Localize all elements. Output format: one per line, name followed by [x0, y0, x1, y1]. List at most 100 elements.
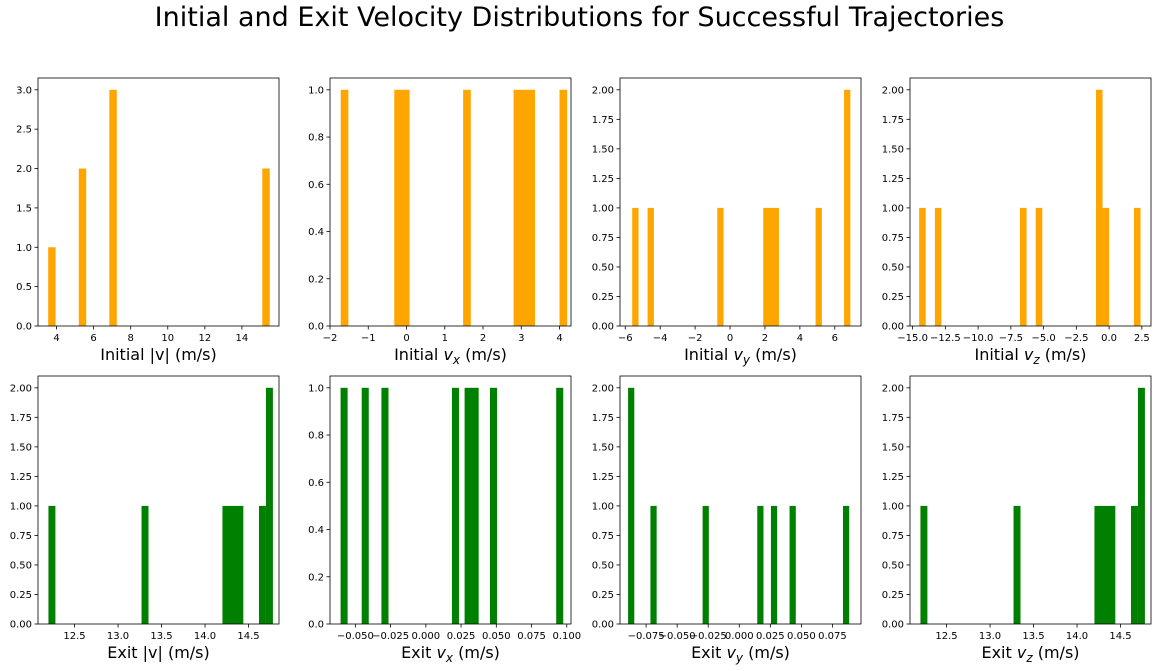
histogram-bar	[451, 387, 459, 624]
y-tick-label: 0.0	[16, 322, 32, 333]
histogram-bar	[262, 168, 270, 326]
y-tick-label: 1.00	[882, 501, 904, 512]
x-tick-label: 0.100	[552, 631, 581, 642]
y-tick-label: 1.5	[16, 203, 32, 214]
histogram-bar	[265, 387, 273, 624]
y-tick-label: 0.5	[16, 282, 32, 293]
x-tick-label: 13.0	[979, 631, 1001, 642]
histogram-bar	[770, 505, 778, 624]
x-tick-label: −1	[361, 333, 376, 344]
y-tick-label: 1.75	[882, 115, 904, 126]
y-tick-label: 0.50	[882, 560, 904, 571]
y-tick-label: 0.00	[10, 620, 32, 631]
x-tick-label: 14	[236, 333, 249, 344]
x-tick-label: 6	[90, 333, 96, 344]
histogram-bar	[78, 168, 87, 326]
y-tick-label: 1.75	[592, 115, 614, 126]
histogram-bar	[1094, 505, 1116, 624]
y-tick-label: 0.0	[308, 322, 324, 333]
x-tick-label: −7.5	[999, 333, 1023, 344]
y-tick-label: 1.25	[882, 472, 904, 483]
y-tick-label: 1.00	[592, 203, 614, 214]
y-tick-label: 1.25	[592, 174, 614, 185]
y-tick-label: 1.75	[882, 413, 904, 424]
y-tick-label: 0.00	[882, 322, 904, 333]
histogram-bar	[340, 89, 349, 326]
x-tick-label: 4	[556, 333, 562, 344]
x-tick-label: −2	[688, 333, 703, 344]
histogram-bar	[1133, 207, 1141, 326]
histogram-bar	[48, 247, 56, 326]
histogram-bar	[815, 207, 822, 326]
x-tick-label: −0.050	[659, 631, 696, 642]
y-tick-label: 0.8	[308, 431, 324, 442]
histogram-panel: −15.0 −12.5 −10.0 −7.5 −5.0 −2.5 0.0 2.5 0.00 0.2…	[882, 77, 1152, 367]
x-tick-label: 2	[762, 333, 768, 344]
y-tick-label: 0.2	[308, 274, 324, 285]
x-tick-label: 0.000	[725, 631, 754, 642]
y-tick-label: 0.75	[882, 233, 904, 244]
x-tick-label: 0	[403, 333, 409, 344]
histogram-bar	[222, 505, 244, 624]
axes-frame	[37, 375, 280, 625]
histogram-bar	[717, 207, 724, 326]
axes-frame	[619, 375, 862, 625]
histogram-bar	[763, 207, 779, 326]
axes-frame	[619, 77, 862, 327]
y-tick-label: 0.75	[592, 233, 614, 244]
y-tick-label: 1.75	[10, 413, 32, 424]
x-tick-label: 12.5	[935, 631, 957, 642]
y-tick-label: 0.25	[592, 292, 614, 303]
x-tick-label: 4	[53, 333, 59, 344]
x-tick-label: 0.025	[447, 631, 476, 642]
axes-frame	[329, 77, 572, 327]
y-tick-label: 0.25	[882, 590, 904, 601]
histogram-bar	[1013, 505, 1021, 624]
x-tick-label: 13.5	[1022, 631, 1044, 642]
x-tick-label: 0.075	[818, 631, 847, 642]
x-tick-label: 0.025	[756, 631, 785, 642]
histogram-bar	[340, 387, 348, 624]
y-tick-label: 1.25	[592, 472, 614, 483]
histogram-bar	[489, 387, 498, 624]
y-tick-label: 0.0	[308, 620, 324, 631]
x-tick-label: 6	[832, 333, 838, 344]
y-tick-label: 0.8	[308, 133, 324, 144]
histogram-panel: 12.5 13.0 13.5 14.0 14.5 0.00 0.25 0.50 0.75 1.00…	[882, 375, 1152, 665]
y-tick-label: 0.75	[10, 531, 32, 542]
y-tick-label: 1.75	[592, 413, 614, 424]
histogram-bar	[1130, 505, 1138, 624]
y-tick-label: 1.00	[882, 203, 904, 214]
x-tick-label: −4	[653, 333, 668, 344]
histogram-bar	[934, 207, 942, 326]
x-tick-label: 4	[797, 333, 803, 344]
axes-frame	[909, 77, 1152, 327]
histogram-bar	[844, 89, 851, 326]
x-axis-label: Initial vx (m/s)	[394, 345, 507, 367]
histogram-bar	[1020, 207, 1027, 326]
histogram-panel: −2 −1 0 1 2 3 4 0.0 0.2 0.4 0.6 0.8 1.0 Initial vx (m…	[308, 77, 572, 367]
y-tick-label: 0.50	[592, 262, 614, 273]
y-tick-label: 1.25	[10, 472, 32, 483]
x-tick-label: 2.5	[1134, 333, 1150, 344]
y-tick-label: 0.50	[592, 560, 614, 571]
y-tick-label: 0.4	[308, 525, 324, 536]
x-axis-label: Initial vz (m/s)	[974, 345, 1086, 367]
y-tick-label: 0.25	[882, 292, 904, 303]
y-tick-label: 0.25	[592, 590, 614, 601]
histogram-bar	[559, 89, 568, 326]
y-tick-label: 2.0	[16, 164, 32, 175]
y-tick-label: 0.6	[308, 478, 324, 489]
histogram-bar	[632, 207, 639, 326]
histogram-bar	[1102, 207, 1110, 326]
x-tick-label: −12.5	[930, 333, 961, 344]
x-tick-label: −15.0	[897, 333, 928, 344]
histogram-bar	[628, 387, 635, 624]
histogram-bar	[141, 505, 149, 624]
y-tick-label: 1.0	[308, 85, 324, 96]
histogram-bar	[757, 505, 764, 624]
histogram-panel: −0.050−0.025 0.000 0.025 0.050 0.075 0.100 0.0…	[308, 375, 581, 665]
histogram-panel: −6 −4 −2 0 2 4 6 0.00 0.25 0.50 0.75 1.00 1.25 1.50 1.…	[592, 77, 862, 367]
x-tick-label: −6	[618, 333, 633, 344]
y-tick-label: 0.00	[592, 322, 614, 333]
